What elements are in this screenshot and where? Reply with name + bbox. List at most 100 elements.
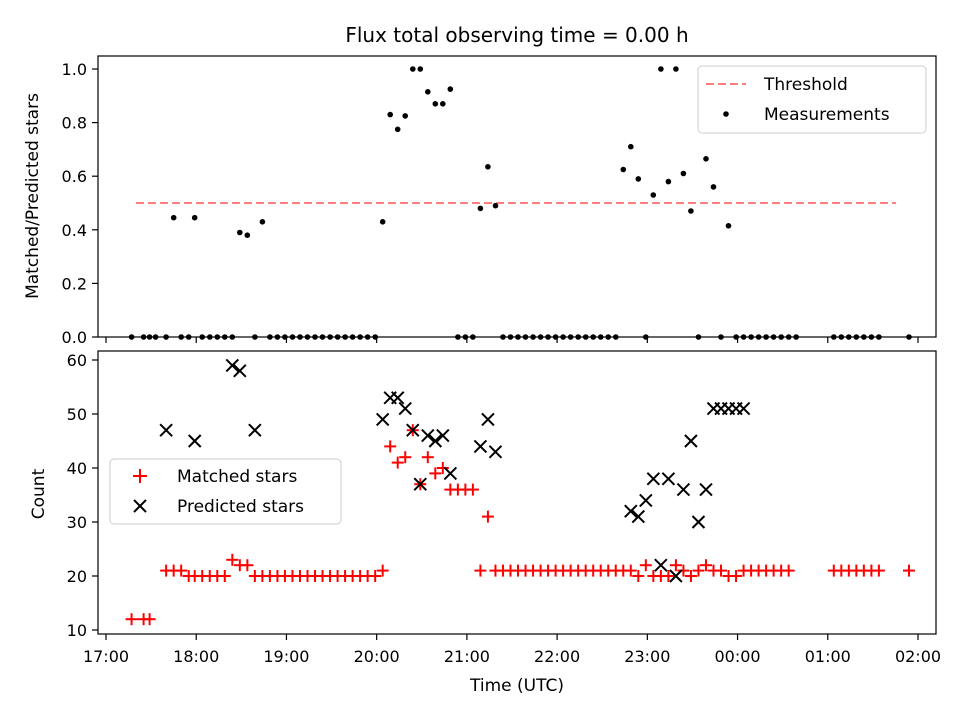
bottom-x-axis-label: Time (UTC) xyxy=(469,676,564,696)
bottom-x-tick-label: 02:00 xyxy=(895,647,941,666)
bottom-x-tick-label: 18:00 xyxy=(173,647,219,666)
predicted-star-point xyxy=(669,569,683,583)
matched-star-point xyxy=(902,564,915,577)
bottom-y-tick-label: 40 xyxy=(67,459,87,478)
matched-star-point xyxy=(218,570,231,582)
measurement-point xyxy=(447,86,454,92)
predicted-star-point xyxy=(391,391,405,405)
bottom-y-tick-label: 20 xyxy=(67,567,87,586)
bottom-x-tick-label: 22:00 xyxy=(534,647,580,666)
measurement-point xyxy=(244,232,251,238)
predicted-star-point xyxy=(488,445,503,459)
measurement-point xyxy=(387,111,394,118)
predicted-star-point xyxy=(233,364,247,378)
predicted-star-point xyxy=(699,482,713,497)
bottom-x-tick-label: 17:00 xyxy=(83,647,129,666)
predicted-star-point xyxy=(691,515,706,529)
predicted-star-point xyxy=(248,423,262,437)
measurement-point xyxy=(477,205,484,212)
measurements-legend-label: Measurements xyxy=(764,105,890,125)
matched-star-point xyxy=(429,467,442,480)
matched-star-point xyxy=(376,564,389,577)
measurement-point xyxy=(170,214,177,221)
matched-star-point xyxy=(143,613,156,626)
predicted-star-point xyxy=(481,412,495,427)
matched-star-point xyxy=(782,564,795,577)
predicted-star-point xyxy=(654,558,668,572)
top-chart-title: Flux total observing time = 0.00 h xyxy=(345,23,688,47)
matched-star-point xyxy=(466,483,479,496)
top-legend-box xyxy=(697,65,927,134)
predicted-star-point xyxy=(421,428,435,443)
matched-star-point xyxy=(632,570,645,582)
predicted-star-point xyxy=(436,428,450,443)
matched-star-point xyxy=(125,613,138,626)
matched-star-point xyxy=(175,564,188,577)
top-y-tick-label: 0.6 xyxy=(62,167,87,186)
matched-star-point xyxy=(872,564,885,577)
matched-star-point xyxy=(699,559,712,572)
measurement-point xyxy=(650,192,657,198)
measurement-point xyxy=(402,113,409,119)
measurement-point xyxy=(725,223,732,229)
matched-star-point xyxy=(692,564,705,577)
matched-star-point xyxy=(715,564,728,577)
bottom-plot-area xyxy=(125,358,915,626)
bottom-x-tick-label: 20:00 xyxy=(354,647,400,666)
matched-star-point xyxy=(474,564,487,577)
bottom-y-tick-label: 10 xyxy=(67,621,87,640)
measurement-point xyxy=(440,101,446,107)
measurement-point xyxy=(658,66,664,72)
bottom-x-tick-label: 23:00 xyxy=(624,647,670,666)
top-panel: 0.0 0.2 0.4 0.6 0.8 1.0 Matched/Predicted sta… xyxy=(23,55,937,347)
measurement-point xyxy=(485,164,491,170)
bottom-x-tick-label: 00:00 xyxy=(715,647,761,666)
measurement-point xyxy=(191,214,198,221)
matched-legend-swatch xyxy=(133,469,147,483)
predicted-star-point xyxy=(661,472,676,486)
top-y-ticks: 0.0 0.2 0.4 0.6 0.8 1.0 xyxy=(62,60,98,347)
matched-star-point xyxy=(669,559,682,572)
bottom-y-axis-label: Count xyxy=(29,468,49,519)
predicted-star-point xyxy=(443,466,458,481)
measurement-point xyxy=(237,229,243,236)
bottom-x-tick-label: 21:00 xyxy=(444,647,490,666)
top-y-tick-label: 0.0 xyxy=(62,328,87,347)
matched-star-point xyxy=(730,570,743,582)
predicted-star-point xyxy=(398,401,412,416)
bottom-y-tick-label: 60 xyxy=(67,351,87,370)
measurement-point xyxy=(492,202,499,209)
measurement-point xyxy=(425,89,431,95)
top-plot-area xyxy=(128,66,912,340)
matched-legend-label: Matched stars xyxy=(177,467,297,487)
predicted-star-point xyxy=(473,439,488,454)
measurement-point xyxy=(620,166,627,173)
top-axes-frame xyxy=(97,55,937,338)
bottom-y-tick-label: 30 xyxy=(67,513,87,532)
matched-star-point xyxy=(421,451,434,464)
predicted-star-point xyxy=(428,434,443,448)
measurement-point xyxy=(394,126,401,133)
measurement-point xyxy=(673,66,679,72)
top-x-ticks xyxy=(105,337,919,343)
bottom-x-ticks: 17:00 18:00 19:00 20:00 21:00 22:00 23:00 00:00… xyxy=(83,634,941,666)
matched-star-point xyxy=(436,462,449,474)
bottom-legend: Matched stars Predicted stars xyxy=(109,458,342,525)
bottom-legend-box xyxy=(109,458,342,525)
predicted-star-point xyxy=(631,509,646,524)
matched-star-point xyxy=(662,570,675,582)
bottom-x-tick-label: 01:00 xyxy=(805,647,851,666)
top-legend: Threshold Measurements xyxy=(697,65,927,134)
bottom-y-tick-label: 50 xyxy=(67,405,87,424)
matched-star-point xyxy=(624,564,637,577)
matched-star-point xyxy=(677,564,690,577)
top-y-tick-label: 0.2 xyxy=(62,274,87,293)
predicted-star-point xyxy=(684,434,698,448)
measurement-point xyxy=(680,170,687,177)
measurement-point xyxy=(628,143,634,150)
matched-star-point xyxy=(639,559,652,572)
measurement-point xyxy=(417,66,424,72)
predicted-star-point xyxy=(736,401,751,416)
matched-star-point xyxy=(684,570,697,582)
